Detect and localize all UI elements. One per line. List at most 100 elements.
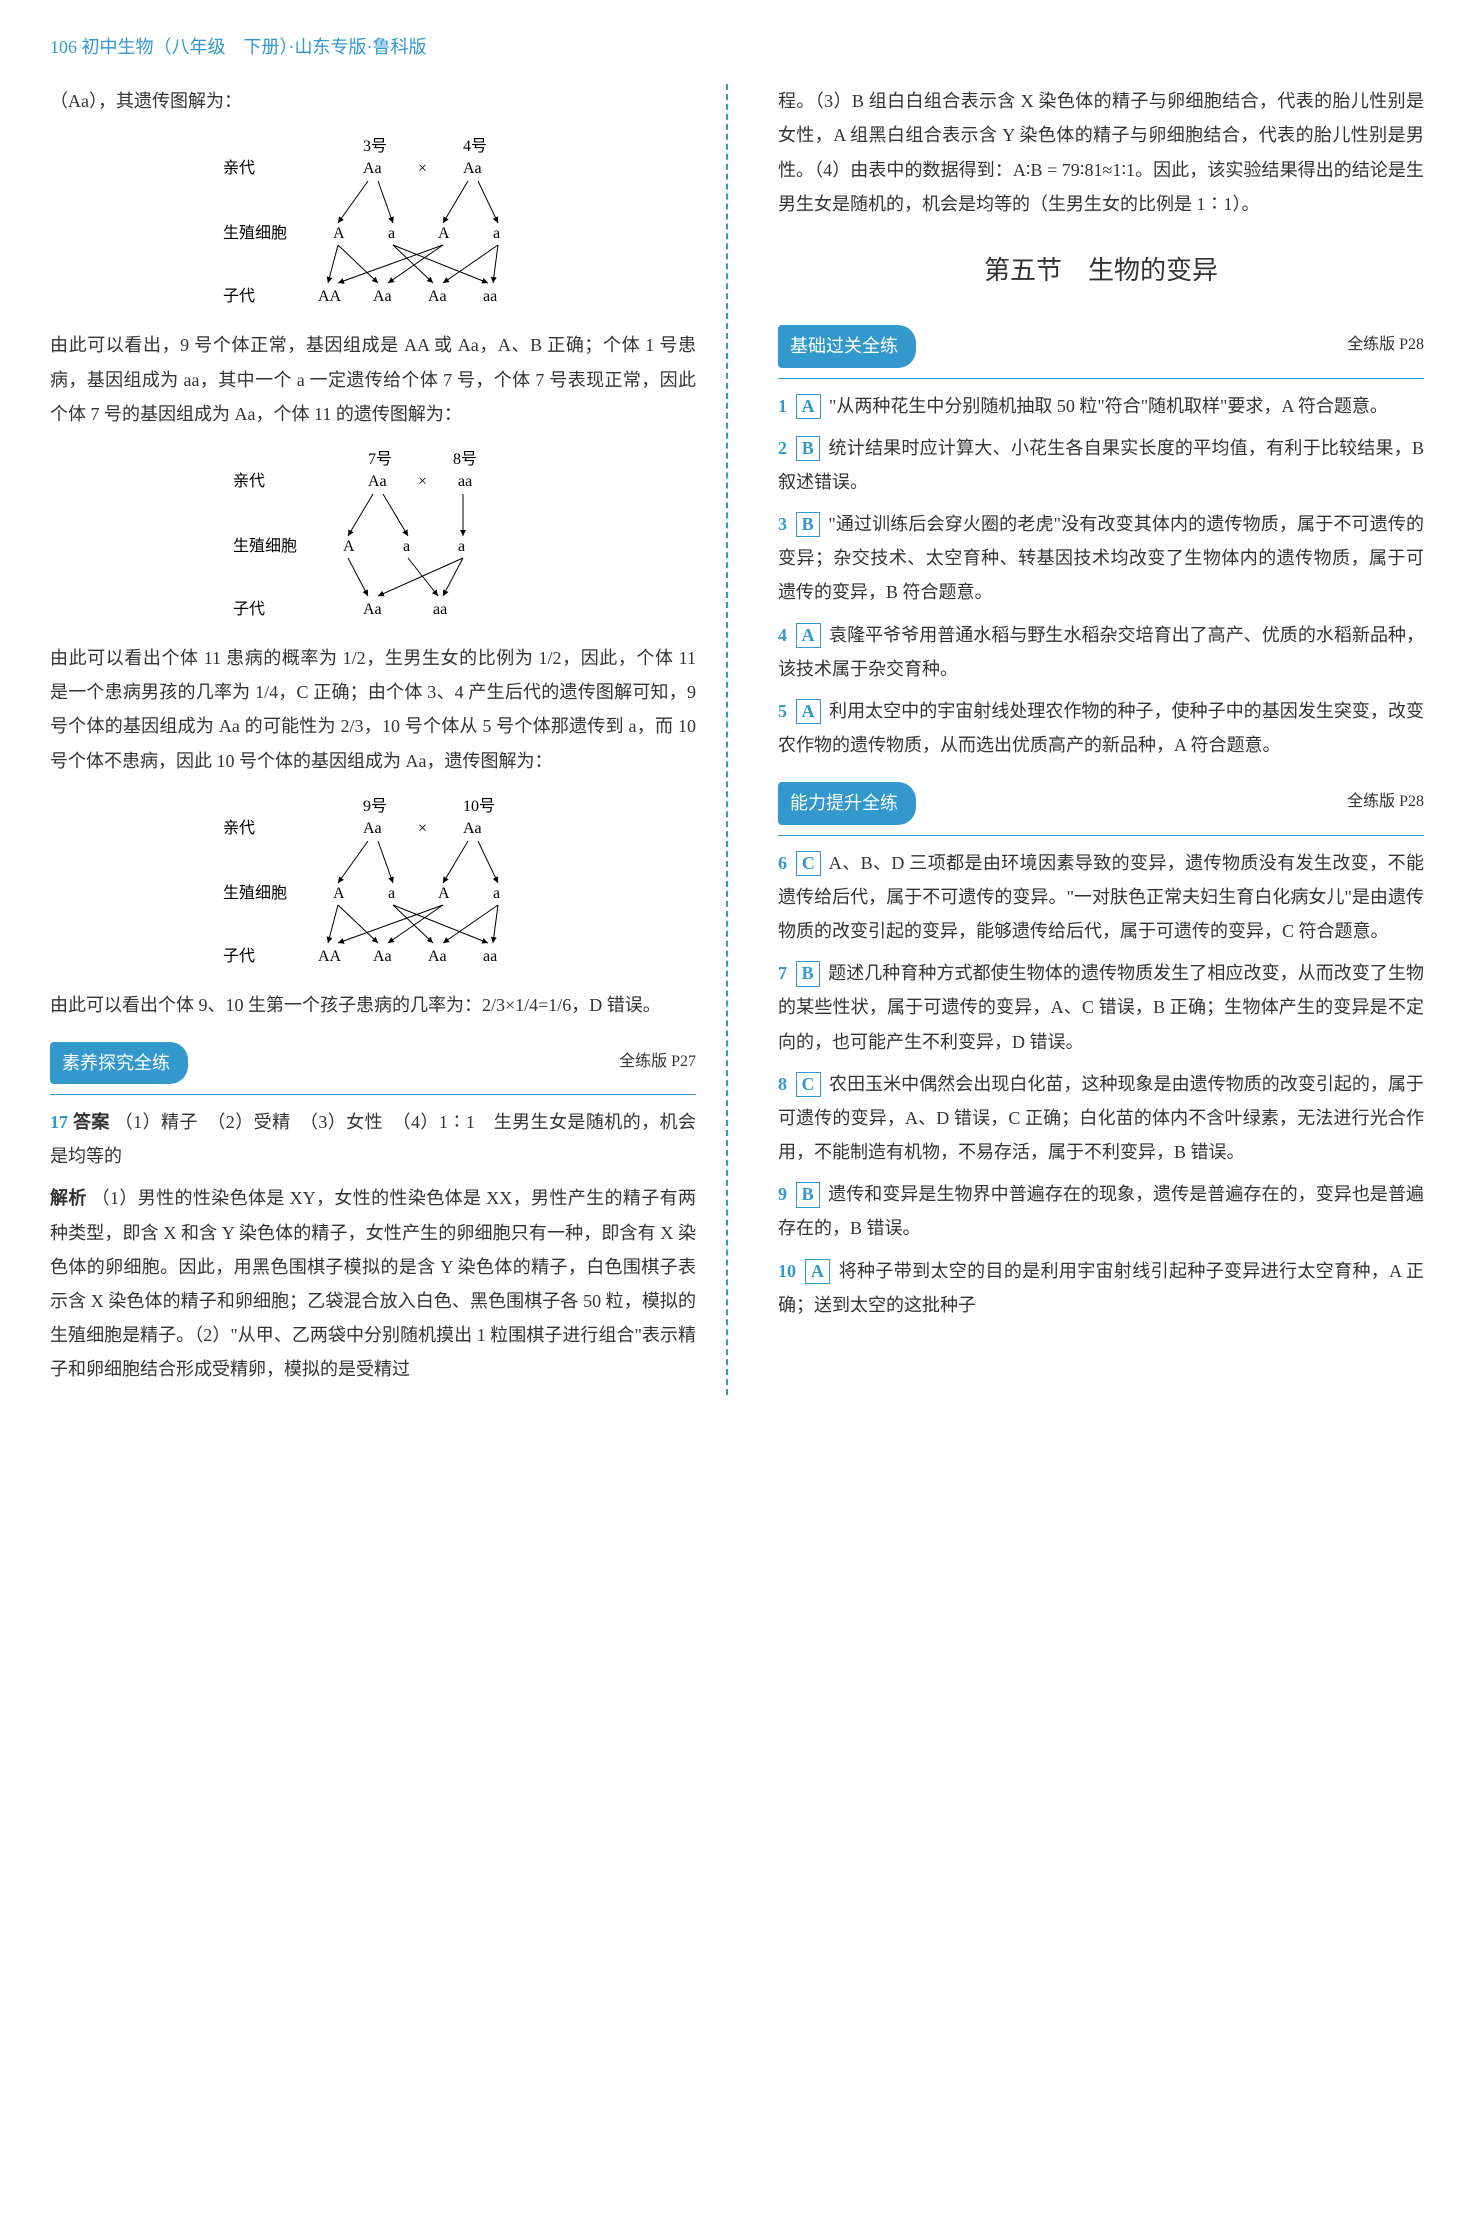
svg-text:AA: AA (318, 948, 342, 965)
answer-text: 题述几种育种方式都使生物体的遗传物质发生了相应改变，从而改变了生物的某些性状，属… (778, 963, 1424, 1051)
q17-answer: 17 答案 （1）精子 （2）受精 （3）女性 （4）1∶1 生男生女是随机的，… (50, 1105, 696, 1173)
intro-text: （Aa），其遗传图解为： (50, 84, 696, 118)
answer-num: 10 (778, 1261, 796, 1281)
svg-text:aa: aa (433, 601, 447, 618)
svg-text:子代: 子代 (223, 947, 255, 965)
svg-text:a: a (493, 885, 500, 902)
svg-text:Aa: Aa (373, 288, 392, 305)
answer-text: A、B、D 三项都是由环境因素导致的变异，遗传物质没有发生改变，不能遗传给后代，… (778, 853, 1424, 941)
header-title: 初中生物（八年级 下册）·山东专版·鲁科版 (82, 37, 427, 57)
svg-text:a: a (388, 885, 395, 902)
section2-row: 基础过关全练 全练版 P28 (778, 313, 1424, 378)
answer-num: 1 (778, 396, 787, 416)
svg-text:7号: 7号 (368, 450, 392, 468)
answer-letter: A (796, 623, 821, 648)
answer-num: 2 (778, 438, 787, 458)
answer-item: 2 B 统计结果时应计算大、小花生各自果实长度的平均值，有利于比较结果，B 叙述… (778, 431, 1424, 499)
svg-text:A: A (438, 225, 450, 242)
answer-item: 3 B "通过训练后会穿火圈的老虎"没有改变其体内的遗传物质，属于不可遗传的变异… (778, 507, 1424, 610)
q17-answer-text: （1）精子 （2）受精 （3）女性 （4）1∶1 生男生女是随机的，机会是均等的 (50, 1112, 696, 1166)
svg-text:a: a (403, 538, 410, 555)
svg-text:9号: 9号 (363, 797, 387, 815)
svg-text:8号: 8号 (453, 450, 477, 468)
svg-text:aa: aa (483, 288, 497, 305)
answer-item: 6 C A、B、D 三项都是由环境因素导致的变异，遗传物质没有发生改变，不能遗传… (778, 846, 1424, 949)
svg-text:生殖细胞: 生殖细胞 (223, 884, 287, 902)
q17-analysis-text: （1）男性的性染色体是 XY，女性的性染色体是 XX，男性产生的精子有两种类型，… (50, 1188, 696, 1379)
answer-num: 5 (778, 701, 787, 721)
answer-letter: A (796, 699, 821, 724)
answer-num: 9 (778, 1184, 787, 1204)
answer-text: 农田玉米中偶然会出现白化苗，这种现象是由遗传物质的改变引起的，属于可遗传的变异，… (778, 1074, 1424, 1162)
answer-item: 9 B 遗传和变异是生物界中普遍存在的现象，遗传是普遍存在的，变异也是普遍存在的… (778, 1177, 1424, 1245)
svg-text:10号: 10号 (463, 797, 495, 815)
svg-text:a: a (458, 538, 465, 555)
items2-list: 6 C A、B、D 三项都是由环境因素导致的变异，遗传物质没有发生改变，不能遗传… (778, 846, 1424, 1322)
section1-header: 素养探究全练 (50, 1042, 188, 1084)
answer-letter: B (796, 1182, 820, 1207)
genetic-diagram-3: 9号 10号 亲代 Aa × Aa 生殖细胞 A a A a 子代 AA A (193, 793, 553, 973)
para3: 由此可以看出个体 9、10 生第一个孩子患病的几率为：2/3×1/4=1/6，D… (50, 988, 696, 1022)
left-column: （Aa），其遗传图解为： 3号 4号 亲代 Aa × Aa 生殖细胞 A a A… (50, 84, 728, 1394)
svg-text:aa: aa (458, 473, 472, 490)
svg-text:a: a (493, 225, 500, 242)
cont-para: 程。（3）B 组白白组合表示含 X 染色体的精子与卵细胞结合，代表的胎儿性别是女… (778, 84, 1424, 221)
section3-row: 能力提升全练 全练版 P28 (778, 770, 1424, 835)
svg-text:Aa: Aa (463, 160, 482, 177)
genetic-diagram-2: 7号 8号 亲代 Aa × aa 生殖细胞 A a a 子代 Aa aa (203, 446, 543, 626)
answer-text: 袁隆平爷爷用普通水稻与野生水稻杂交培育出了高产、优质的水稻新品种，该技术属于杂交… (778, 625, 1424, 679)
svg-text:A: A (333, 885, 345, 902)
right-column: 程。（3）B 组白白组合表示含 X 染色体的精子与卵细胞结合，代表的胎儿性别是女… (768, 84, 1424, 1394)
answer-num: 4 (778, 625, 787, 645)
svg-text:A: A (438, 885, 450, 902)
svg-text:4号: 4号 (463, 137, 487, 155)
svg-text:Aa: Aa (463, 820, 482, 837)
svg-text:子代: 子代 (233, 600, 265, 618)
answer-letter: C (796, 1072, 821, 1097)
answer-text: 将种子带到太空的目的是利用宇宙射线引起种子变异进行太空育种，A 正确；送到太空的… (778, 1261, 1424, 1315)
answer-item: 10 A 将种子带到太空的目的是利用宇宙射线引起种子变异进行太空育种，A 正确；… (778, 1254, 1424, 1322)
svg-text:子代: 子代 (223, 287, 255, 305)
svg-text:生殖细胞: 生殖细胞 (223, 224, 287, 242)
section2-ref: 全练版 P28 (1347, 330, 1424, 360)
para2: 由此可以看出个体 11 患病的概率为 1/2，生男生女的比例为 1/2，因此，个… (50, 641, 696, 778)
content-columns: （Aa），其遗传图解为： 3号 4号 亲代 Aa × Aa 生殖细胞 A a A… (50, 84, 1424, 1394)
svg-text:×: × (418, 820, 427, 837)
section1-ref: 全练版 P27 (619, 1047, 696, 1077)
svg-text:Aa: Aa (373, 948, 392, 965)
svg-text:a: a (388, 225, 395, 242)
svg-text:亲代: 亲代 (223, 819, 255, 837)
answer-text: 利用太空中的宇宙射线处理农作物的种子，使种子中的基因发生突变，改变农作物的遗传物… (778, 701, 1424, 755)
answer-item: 5 A 利用太空中的宇宙射线处理农作物的种子，使种子中的基因发生突变，改变农作物… (778, 694, 1424, 762)
answer-item: 4 A 袁隆平爷爷用普通水稻与野生水稻杂交培育出了高产、优质的水稻新品种，该技术… (778, 618, 1424, 686)
section2-header: 基础过关全练 (778, 325, 916, 367)
q17-num: 17 (50, 1112, 68, 1132)
svg-text:亲代: 亲代 (223, 159, 255, 177)
answer-text: "通过训练后会穿火圈的老虎"没有改变其体内的遗传物质，属于不可遗传的变异；杂交技… (778, 514, 1424, 602)
answer-letter: B (796, 961, 820, 986)
answer-text: 遗传和变异是生物界中普遍存在的现象，遗传是普遍存在的，变异也是普遍存在的，B 错… (778, 1184, 1424, 1238)
page-num: 106 (50, 37, 77, 57)
answer-label: 答案 (73, 1112, 110, 1132)
answer-num: 6 (778, 853, 787, 873)
answer-letter: A (805, 1259, 830, 1284)
section-title: 第五节 生物的变异 (778, 246, 1424, 295)
svg-text:AA: AA (318, 288, 342, 305)
svg-text:aa: aa (483, 948, 497, 965)
svg-text:Aa: Aa (363, 820, 382, 837)
svg-text:×: × (418, 160, 427, 177)
svg-text:Aa: Aa (368, 473, 387, 490)
section1-row: 素养探究全练 全练版 P27 (50, 1030, 696, 1095)
answer-num: 3 (778, 514, 787, 534)
genetic-diagram-1: 3号 4号 亲代 Aa × Aa 生殖细胞 A a A a 子代 AA Aa (193, 133, 553, 313)
analysis-label: 解析 (50, 1188, 87, 1208)
svg-text:A: A (343, 538, 355, 555)
answer-item: 1 A "从两种花生中分别随机抽取 50 粒"符合"随机取样"要求，A 符合题意… (778, 389, 1424, 423)
svg-text:亲代: 亲代 (233, 472, 265, 490)
svg-text:生殖细胞: 生殖细胞 (233, 537, 297, 555)
items1-list: 1 A "从两种花生中分别随机抽取 50 粒"符合"随机取样"要求，A 符合题意… (778, 389, 1424, 763)
q17-analysis: 解析 （1）男性的性染色体是 XY，女性的性染色体是 XX，男性产生的精子有两种… (50, 1181, 696, 1386)
answer-text: 统计结果时应计算大、小花生各自果实长度的平均值，有利于比较结果，B 叙述错误。 (778, 438, 1424, 492)
answer-item: 8 C 农田玉米中偶然会出现白化苗，这种现象是由遗传物质的改变引起的，属于可遗传… (778, 1067, 1424, 1170)
svg-text:Aa: Aa (363, 160, 382, 177)
